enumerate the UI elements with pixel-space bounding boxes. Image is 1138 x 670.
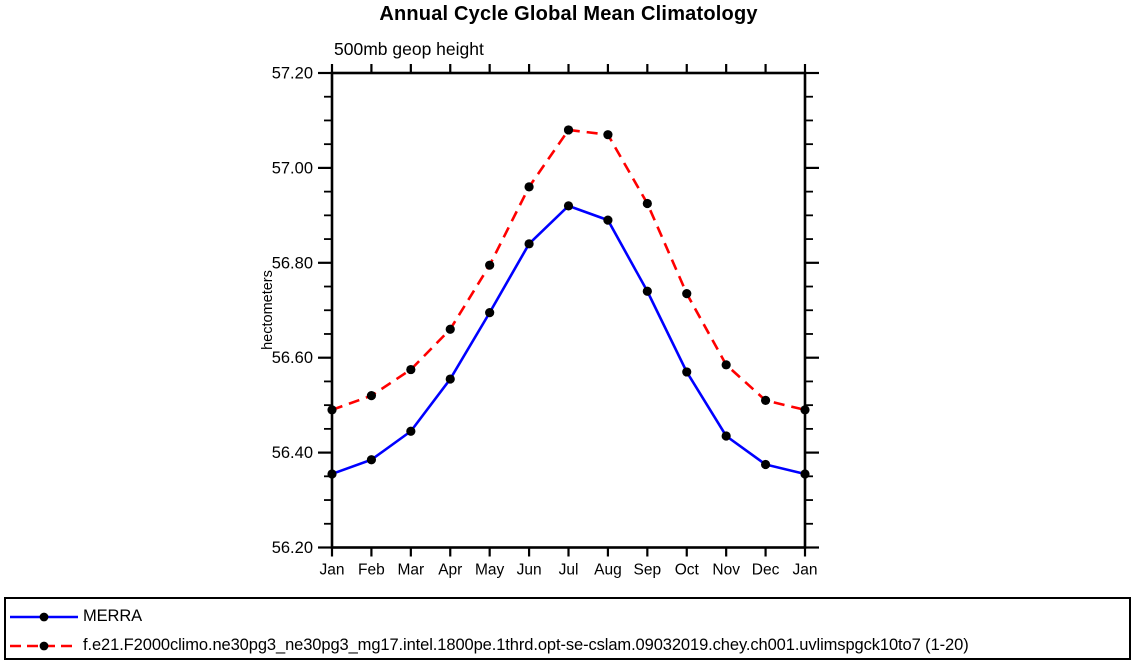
- plot-svg: Jan Feb Mar Apr May Jun Jul Aug Sep Oct Nov Dec Jan 5…: [272, 64, 819, 579]
- legend-item-model: f.e21.F2000climo.ne30pg3_ne30pg3_mg17.in…: [6, 631, 1129, 660]
- data-point-s0-m1: [366, 455, 377, 465]
- data-point-s0-m0: [327, 469, 337, 479]
- x-tick-label: May: [475, 562, 505, 579]
- data-point-s1-m6: [563, 125, 574, 135]
- y-tick-label: 56.20: [272, 539, 313, 557]
- y-tick-label: 57.00: [272, 159, 313, 177]
- data-point-s0-m7: [603, 215, 613, 225]
- data-point-s1-m9: [682, 289, 692, 299]
- data-point-s0-m11: [760, 459, 771, 470]
- data-point-s1-m1: [366, 391, 377, 401]
- legend-item-merra: MERRA: [6, 602, 1129, 631]
- x-tick-label: Jun: [517, 562, 542, 579]
- data-point-s0-m8: [642, 286, 652, 296]
- data-point-s0-m4: [485, 308, 495, 318]
- legend-marker-dot: [39, 612, 49, 621]
- y-axis-title: hectometers: [260, 270, 276, 350]
- data-point-s1-m3: [445, 324, 455, 334]
- series-line-0: [331, 204, 806, 476]
- data-point-s1-m10: [721, 360, 731, 370]
- x-tick-label: Dec: [752, 562, 780, 579]
- series-line-1: [331, 128, 806, 412]
- data-point-s1-m12: [800, 405, 810, 415]
- x-tick-label: Apr: [438, 562, 462, 579]
- x-tick-label: Feb: [358, 562, 385, 579]
- chart-title: Annual Cycle Global Mean Climatology: [379, 3, 758, 25]
- y-tick-label: 56.80: [272, 254, 313, 272]
- data-point-s1-m4: [485, 260, 495, 270]
- x-tick-label: Jan: [793, 562, 818, 579]
- data-point-s0-m12: [800, 469, 810, 479]
- x-tick-label: Oct: [675, 562, 700, 579]
- x-tick-label: Aug: [594, 562, 622, 579]
- legend-marker-dot: [39, 641, 49, 650]
- legend-label-model: f.e21.F2000climo.ne30pg3_ne30pg3_mg17.in…: [83, 636, 969, 654]
- data-point-s0-m10: [721, 431, 731, 441]
- legend-label-merra: MERRA: [83, 607, 143, 625]
- legend-box: MERRA f.e21.F2000climo.ne30pg3_ne30pg3_m…: [4, 597, 1131, 660]
- x-tick-label: Jan: [320, 562, 345, 579]
- data-point-s1-m7: [603, 130, 613, 140]
- data-point-s1-m11: [760, 395, 771, 406]
- legend-line-sample-solid: [10, 612, 78, 621]
- legend-line-sample-dashed: [10, 641, 78, 650]
- data-point-s0-m6: [563, 201, 574, 211]
- data-point-s1-m0: [327, 405, 337, 415]
- y-tick-label: 56.60: [272, 349, 313, 367]
- data-point-s1-m5: [524, 182, 534, 192]
- x-tick-label: Mar: [397, 562, 424, 579]
- data-point-s0-m5: [524, 239, 534, 249]
- x-tick-label: Jul: [559, 562, 579, 579]
- x-tick-label: Nov: [712, 562, 740, 579]
- chart-subtitle: 500mb geop height: [334, 39, 484, 59]
- plot-frame: [330, 71, 807, 549]
- x-tick-label: Sep: [634, 562, 662, 579]
- data-point-s1-m8: [642, 198, 652, 209]
- y-tick-label: 56.40: [272, 444, 313, 462]
- data-point-s0-m3: [445, 374, 455, 384]
- y-tick-label: 57.20: [272, 65, 313, 83]
- data-point-s1-m2: [406, 364, 416, 375]
- data-point-s0-m9: [682, 367, 692, 377]
- data-point-s0-m2: [406, 426, 416, 436]
- chart-canvas: Jan Feb Mar Apr May Jun Jul Aug Sep Oct Nov Dec Jan 5…: [260, 3, 819, 579]
